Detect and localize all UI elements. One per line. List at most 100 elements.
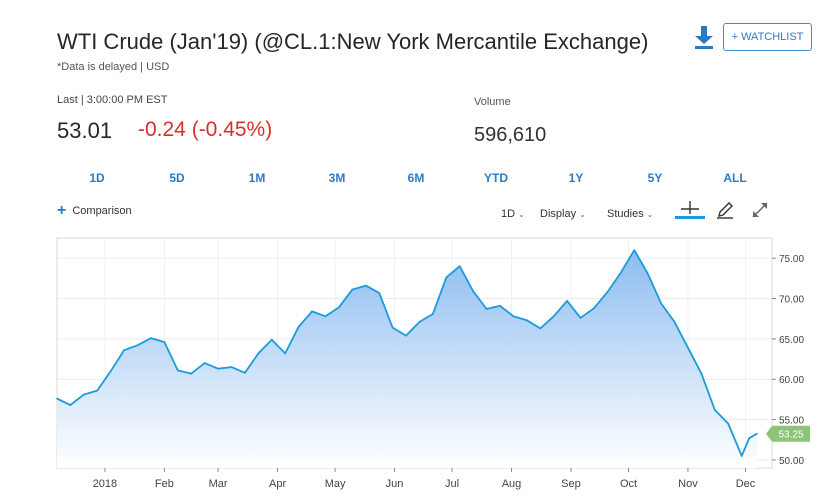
data-delay-note: *Data is delayed | USD [57,61,170,73]
display-dropdown[interactable]: Display ⌄ [540,208,586,220]
price-point [756,432,758,435]
download-icon[interactable] [692,24,716,50]
range-tabs: 1D 5D 1M 3M 6M YTD 1Y 5Y ALL [57,168,775,190]
range-tab-1d[interactable]: 1D [89,171,105,185]
range-tab-5y[interactable]: 5Y [647,171,663,185]
price-point [445,276,448,279]
price-point [109,370,112,372]
price-point [271,338,273,341]
price-point [405,334,407,337]
price-point [606,291,609,293]
range-tab-6m[interactable]: 6M [407,171,425,185]
price-point [324,315,327,318]
price-point [284,352,287,355]
price-point [190,372,192,375]
price-line [56,249,758,457]
price-point [244,372,246,374]
price-point [700,372,703,375]
price-point [150,337,152,339]
x-tick-label: Dec [736,478,756,490]
range-tab-all[interactable]: ALL [723,171,747,185]
x-tick-label: Nov [678,478,698,490]
last-value-badge [766,425,810,442]
price-point [646,272,649,275]
price-point [633,249,636,251]
page-title: WTI Crude (Jan'19) (@CL.1:New York Merca… [57,29,649,54]
x-tick-label: Jun [386,478,404,490]
y-tick-label: 75.00 [779,254,804,265]
price-point [338,306,340,309]
price-point [351,288,354,291]
x-tick-label: 2018 [93,478,117,490]
x-tick-label: Aug [502,478,522,490]
y-tick-label: 55.00 [779,416,804,427]
volume-value: 596,610 [474,124,547,146]
price-point [472,290,475,293]
chevron-down-icon: ⌄ [646,210,654,219]
price-point [714,409,716,411]
range-tab-5d[interactable]: 5D [169,171,185,185]
price-point [217,367,219,370]
last-value-label: 53.25 [778,430,803,441]
display-label: Display [540,208,577,220]
price-point [539,327,542,330]
pencil-icon[interactable] [715,200,735,223]
price-point [311,310,313,313]
range-tab-1y[interactable]: 1Y [568,171,584,185]
price-area-fill [57,250,757,468]
price-point [123,349,125,351]
price-point [297,326,300,328]
price-point [458,265,461,267]
comparison-label: Comparison [72,205,132,217]
price-point [727,422,729,425]
volume-label: Volume [474,96,511,108]
expand-icon[interactable] [750,200,770,223]
price-point [83,393,85,396]
studies-label: Studies [607,208,644,220]
interval-dropdown[interactable]: 1D ⌄ [501,208,525,220]
y-tick-label: 60.00 [779,375,804,386]
price-point [418,321,421,323]
x-tick-label: Apr [269,478,286,490]
plus-icon: + [57,202,67,219]
price-point [203,362,206,364]
price-point [687,347,689,349]
x-tick-label: Feb [155,478,174,490]
chevron-down-icon: ⌄ [518,210,525,219]
price-point [512,315,515,318]
crosshair-icon[interactable] [674,200,706,223]
price-point [163,341,166,343]
price-point [620,271,622,274]
chart-toolbar: + Comparison 1D ⌄ Display ⌄ Studies ⌄ [57,200,777,228]
range-tab-1m[interactable]: 1M [248,171,266,185]
studies-dropdown[interactable]: Studies ⌄ [607,208,653,220]
comparison-button[interactable]: + Comparison [57,202,132,219]
x-tick-label: May [325,478,346,490]
price-point [485,308,488,310]
interval-label: 1D [501,208,516,220]
last-price: 53.01 [57,118,113,143]
price-point [673,321,676,323]
y-tick-label: 65.00 [779,335,804,346]
range-tab-3m[interactable]: 3M [328,171,346,185]
price-point [593,307,595,309]
y-tick-label: 70.00 [779,295,804,306]
x-tick-label: Mar [209,478,228,490]
price-point [56,397,58,400]
range-tab-ytd[interactable]: YTD [484,171,508,185]
price-point [432,313,434,315]
price-point [499,305,501,307]
price-chart[interactable]: 75.00 70.00 65.00 60.00 55.00 50.00 2018 Feb Ma… [0,230,827,503]
price-point [579,317,582,319]
price-point [136,344,139,347]
price-point [230,366,233,368]
price-point [257,352,260,355]
price-point [96,389,99,392]
add-to-watchlist-button[interactable]: + WATCHLIST [723,23,812,51]
price-point [748,437,751,439]
price-point [660,302,662,305]
price-point [566,300,568,302]
price-point [365,284,367,287]
x-tick-label: Sep [561,478,581,490]
price-point [69,404,72,406]
